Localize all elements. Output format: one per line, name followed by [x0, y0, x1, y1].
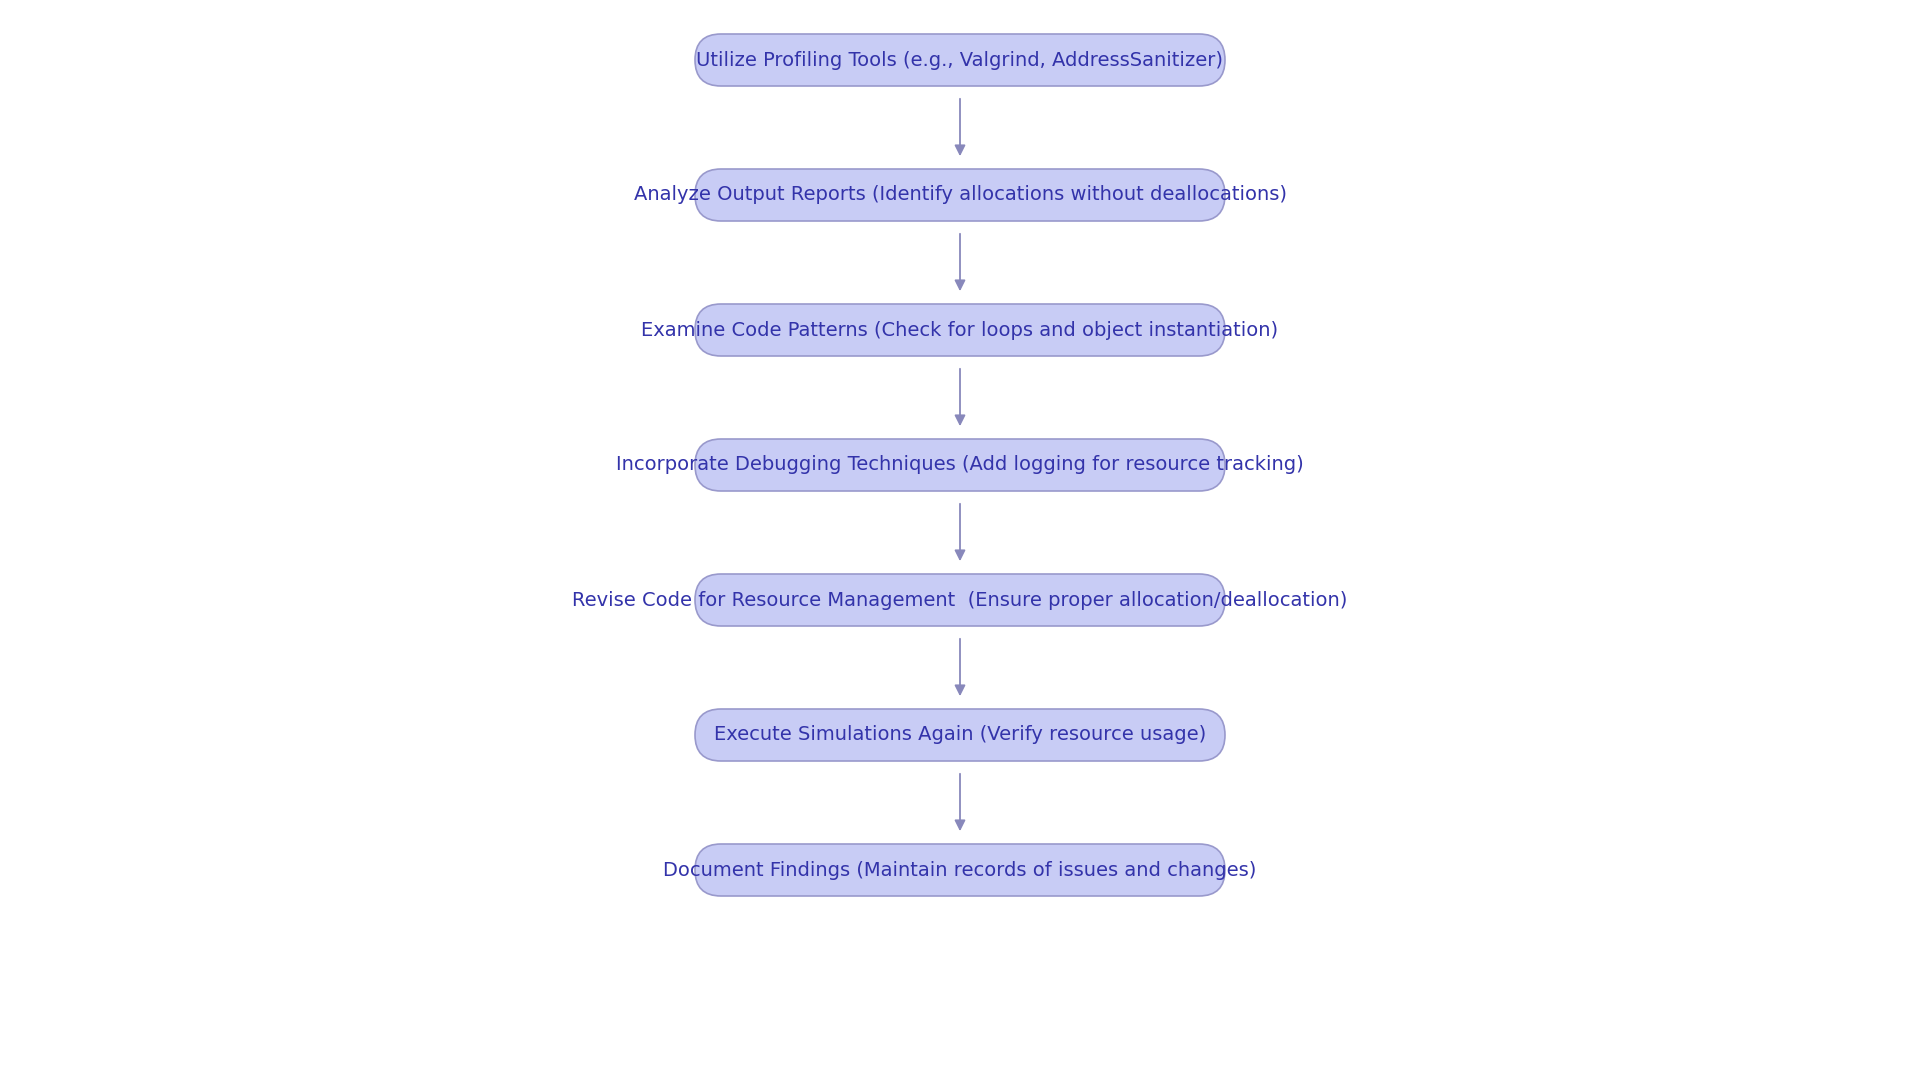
- FancyBboxPatch shape: [695, 34, 1225, 86]
- FancyBboxPatch shape: [695, 844, 1225, 896]
- FancyBboxPatch shape: [695, 169, 1225, 221]
- FancyBboxPatch shape: [695, 574, 1225, 626]
- Text: Incorporate Debugging Techniques (Add logging for resource tracking): Incorporate Debugging Techniques (Add lo…: [616, 456, 1304, 474]
- FancyBboxPatch shape: [695, 709, 1225, 761]
- FancyBboxPatch shape: [695, 439, 1225, 491]
- Text: Document Findings (Maintain records of issues and changes): Document Findings (Maintain records of i…: [662, 861, 1258, 879]
- Text: Examine Code Patterns (Check for loops and object instantiation): Examine Code Patterns (Check for loops a…: [641, 321, 1279, 339]
- Text: Revise Code for Resource Management  (Ensure proper allocation/deallocation): Revise Code for Resource Management (Ens…: [572, 590, 1348, 610]
- Text: Execute Simulations Again (Verify resource usage): Execute Simulations Again (Verify resour…: [714, 726, 1206, 744]
- FancyBboxPatch shape: [695, 304, 1225, 356]
- Text: Utilize Profiling Tools (e.g., Valgrind, AddressSanitizer): Utilize Profiling Tools (e.g., Valgrind,…: [697, 51, 1223, 69]
- Text: Analyze Output Reports (Identify allocations without deallocations): Analyze Output Reports (Identify allocat…: [634, 185, 1286, 205]
